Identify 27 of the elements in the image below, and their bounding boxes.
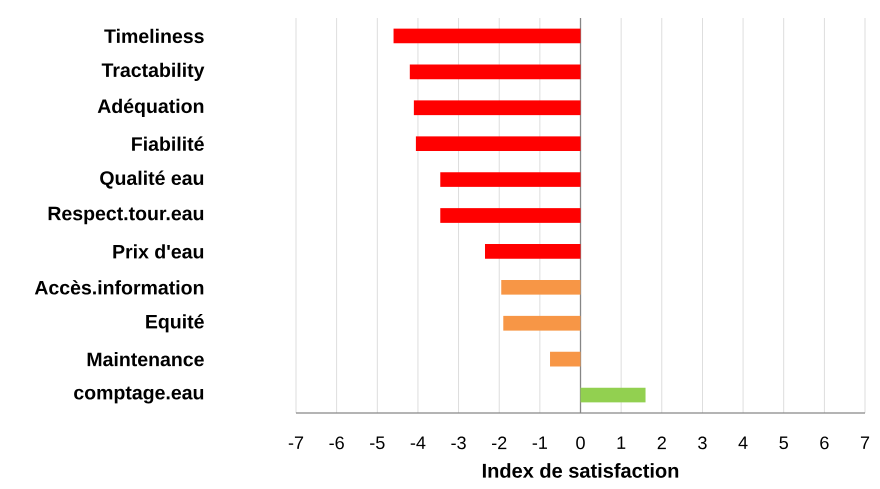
x-tick-label: -3 — [451, 436, 466, 450]
y-tick-label: Fiabilité — [132, 136, 204, 151]
x-tick-label: 5 — [779, 436, 788, 450]
y-tick-label: Timeliness — [104, 28, 204, 44]
x-tick-label: -2 — [492, 436, 506, 450]
y-tick-label: Adéquation — [98, 98, 204, 117]
y-tick-label: Tractability — [102, 62, 204, 81]
x-tick-label: -4 — [410, 436, 426, 449]
y-tick-label: Equité — [146, 314, 204, 332]
x-tick-label: 3 — [698, 436, 707, 450]
x-tick-label: -5 — [370, 436, 385, 450]
y-tick-label: Accès.information — [34, 280, 204, 295]
x-tick-label: 4 — [738, 436, 748, 449]
x-tick-label: -6 — [329, 436, 344, 450]
y-tick-label: Qualité eau — [100, 170, 204, 189]
y-tick-label: Respect.tour.eau — [48, 206, 204, 224]
x-tick-label: 1 — [618, 436, 626, 449]
x-tick-label: -7 — [288, 436, 304, 449]
y-tick-label: Prix d'eau — [113, 244, 204, 259]
x-tick-label: 6 — [820, 436, 829, 450]
x-tick-label: 2 — [658, 436, 666, 450]
y-tick-label: Maintenance — [88, 352, 204, 366]
x-axis-title: Index de satisfaction — [482, 463, 678, 478]
x-tick-label: 0 — [576, 436, 585, 450]
x-tick-label: 7 — [860, 436, 870, 449]
y-tick-label: comptage.eau — [74, 386, 204, 404]
x-tick-label: -1 — [532, 436, 547, 449]
